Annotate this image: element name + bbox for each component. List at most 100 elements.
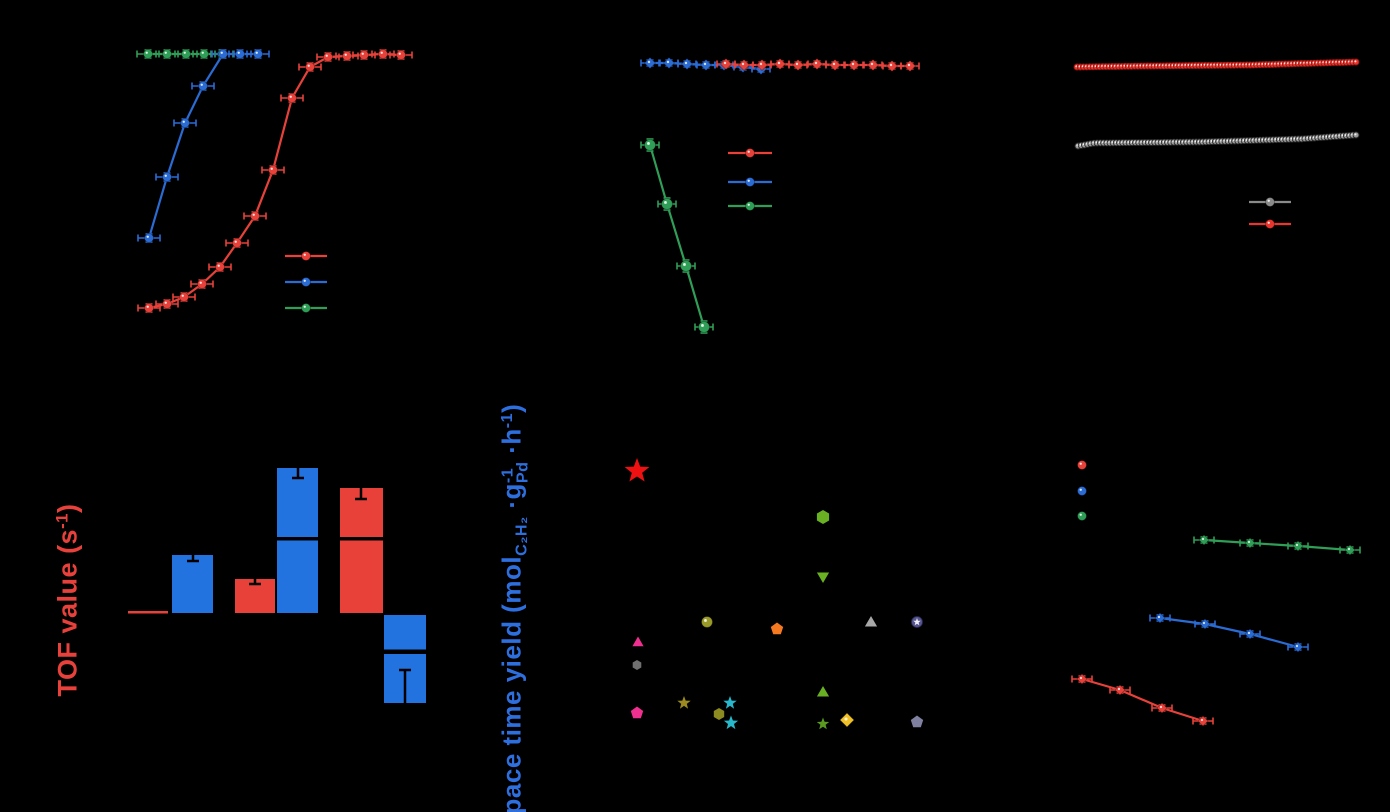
data-point-diamond [1154,612,1166,624]
data-point-circle [305,62,315,72]
bar-error-bar [355,476,367,501]
data-point-diamond [1197,715,1209,727]
data-point-circle [250,211,260,221]
data-point-diamond [737,58,751,72]
data-point-diamond [847,58,861,72]
data-point-hexagon [816,510,830,524]
data-point-star [624,458,650,482]
data-point-pentagon [910,715,924,728]
data-point-circle [378,49,388,59]
axis-label-segment: TOF value (s [52,528,83,697]
data-point-circle [1265,219,1275,229]
data-point-triangle-down [816,572,830,583]
data-point-circle [162,299,172,309]
data-point-diamond [773,57,787,71]
data-point-circle [1077,511,1087,521]
data-point-circle [698,321,710,333]
data-point-circle [1265,197,1275,207]
green-drop-series [640,138,714,334]
data-point-diamond [643,56,657,70]
data-point-circle [745,201,755,211]
bar-error-bar [399,668,411,714]
tof-bar [172,555,213,613]
gray-band [1074,131,1360,150]
tof-y-axis-label: TOF value (s-1) [52,504,83,697]
data-point-circle [235,49,245,59]
legend-entry [1249,197,1291,207]
data-point-circle [661,198,673,210]
data-point-circle [396,50,406,60]
axis-label-segment: -1 [497,412,516,429]
panel-b-selectivity [640,56,920,334]
axis-label-segment: ·h [496,428,527,462]
data-point-circle [745,148,755,158]
data-point-diamond [828,58,842,72]
red-band [1073,58,1360,71]
data-point-circle [180,118,190,128]
legend [1249,197,1291,229]
data-point-circle [162,49,172,59]
data-point-circle [1077,486,1087,496]
data-point-circle [218,49,228,59]
data-point-circle [359,50,369,60]
reference-line [118,649,437,654]
data-point-diamond [885,59,899,73]
blue-curve-series [137,49,270,243]
legend-entry [285,303,327,313]
bar-error-bar [249,564,261,586]
reference-line [118,537,437,541]
data-point-diamond [699,58,713,72]
axis-label-segment: ) [52,503,83,514]
data-point-circle [253,49,263,59]
data-point-diamond [866,58,880,72]
legend-entry [728,148,772,158]
axis-label-segment: C₂H₂ [512,516,531,556]
data-point-circle [268,165,278,175]
tof-bar [340,488,383,613]
data-point-diamond [1198,534,1210,546]
data-point-diamond [755,58,769,72]
data-point-circle [215,262,225,272]
data-point-diamond [1244,537,1256,549]
bar-error-bar [292,456,304,480]
red-curve-series [137,49,413,313]
data-point-star [723,715,739,730]
red-flat-series [716,57,920,73]
axis-label-segment: ·g [496,483,527,517]
data-point-diamond [839,712,855,728]
data-point-pentagon [630,706,644,719]
data-point-circle [1077,460,1087,470]
data-point-diamond [1156,702,1168,714]
data-point-circle [287,93,297,103]
data-point-circle [701,616,713,628]
data-point-circle [144,303,154,313]
data-point-circle [179,292,189,302]
axis-label-segment: Space time yield (mol [496,555,527,812]
legend [728,148,772,211]
data-point-diamond [1076,673,1088,685]
data-point-hexagon [713,708,725,720]
panel-c-stability [1073,58,1360,229]
blue-line-series [1149,612,1309,653]
sty-y-axis-label: Space time yield (molC₂H₂ ·g -1 Pd ·h-1) [497,404,532,812]
green-line-series [1193,534,1361,556]
tof-bar [128,611,168,614]
legend [1077,460,1087,521]
legend [285,251,327,313]
data-point-circle [181,49,191,59]
legend-entry [285,277,327,287]
data-point-hexagon [632,660,642,670]
axis-label-segment: -1 [52,513,72,529]
panel-d-tof-bars [118,456,437,714]
panel-e-sty-scatter [624,458,924,730]
data-point-circle [745,177,755,187]
data-point-diamond [791,58,805,72]
data-point-diamond [1344,544,1356,556]
data-point-circle [644,139,656,151]
panel-a-conversion [136,49,413,313]
data-point-circle [342,51,352,61]
data-point-star [677,696,691,709]
data-point-diamond [1292,641,1304,653]
